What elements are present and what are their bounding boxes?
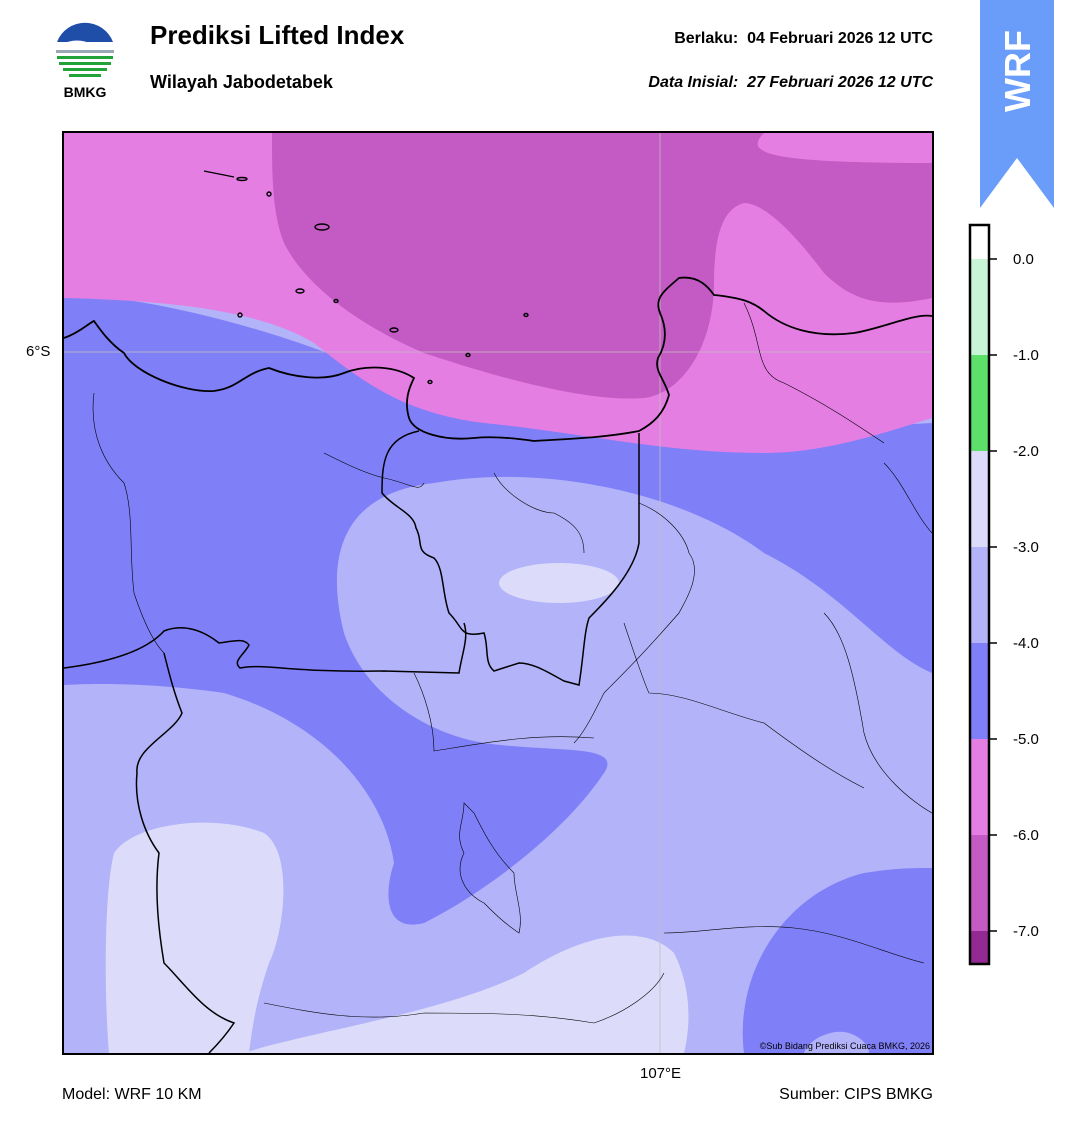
model-label: Model: WRF 10 KM [62,1086,202,1103]
coastline [64,276,932,442]
zone-li-4-to-3-se [804,1031,869,1053]
colorbar-band [970,355,989,451]
page-title: Prediksi Lifted Index [150,20,405,50]
wrf-badge-text: WRF [997,30,1038,112]
zone-li-5-to-4-se [742,868,932,1053]
valid-value: 04 Februari 2026 12 UTC [747,30,933,47]
colorbar-tick-label: -5.0 [1013,731,1039,748]
map-panel: ©Sub Bidang Prediksi Cuaca BMKG, 2026 [62,131,934,1055]
valid-label: Berlaku: [674,30,739,47]
colorbar: 0.0 -1.0 -2.0 -3.0 -4.0 -5.0 -6.0 -7.0 [968,223,1048,968]
regency-boundaries [92,302,932,1024]
region-subtitle: Wilayah Jabodetabek [150,72,333,92]
colorbar-band [970,451,989,547]
lat-label-6s: 6°S [26,343,51,360]
province-boundaries [64,430,640,1053]
wrf-badge: WRF [980,0,1054,210]
colorbar-band [970,931,989,964]
colorbar-tick-label: -7.0 [1013,923,1039,940]
colorbar-tick-label: -4.0 [1013,635,1039,652]
colorbar-tick-label: -3.0 [1013,539,1039,556]
colorbar-band [970,643,989,739]
source-label: Sumber: CIPS BMKG [779,1086,933,1103]
colorbar-band [970,259,989,355]
thousand-islands [203,170,529,385]
colorbar-band [970,739,989,835]
init-time: Data Inisial: 27 Februari 2026 12 UTC [648,74,933,92]
colorbar-band [970,225,989,259]
colorbar-tick-label: -6.0 [1013,827,1039,844]
colorbar-tick-label: -1.0 [1013,347,1039,364]
colorbar-tick-label: 0.0 [1013,251,1034,268]
lon-label-107e: 107°E [640,1065,682,1082]
zone-li-3-to-2-s [244,935,689,1053]
init-label: Data Inisial: [648,74,739,91]
map-copyright: ©Sub Bidang Prediksi Cuaca BMKG, 2026 [760,1041,930,1051]
lifted-index-map: ©Sub Bidang Prediksi Cuaca BMKG, 2026 [64,133,932,1053]
colorbar-band [970,835,989,931]
colorbar-tick-label: -2.0 [1013,443,1039,460]
bmkg-logo [52,20,118,102]
logo-text: BMKG [63,84,107,100]
valid-time: Berlaku: 04 Februari 2026 12 UTC [674,30,933,48]
colorbar-band [970,547,989,643]
zone-li-7-to-6 [272,133,932,399]
init-value: 27 Februari 2026 12 UTC [747,74,933,91]
zone-li-3-to-2-center [499,563,619,603]
zone-li-3-to-2-sw [105,822,284,1053]
